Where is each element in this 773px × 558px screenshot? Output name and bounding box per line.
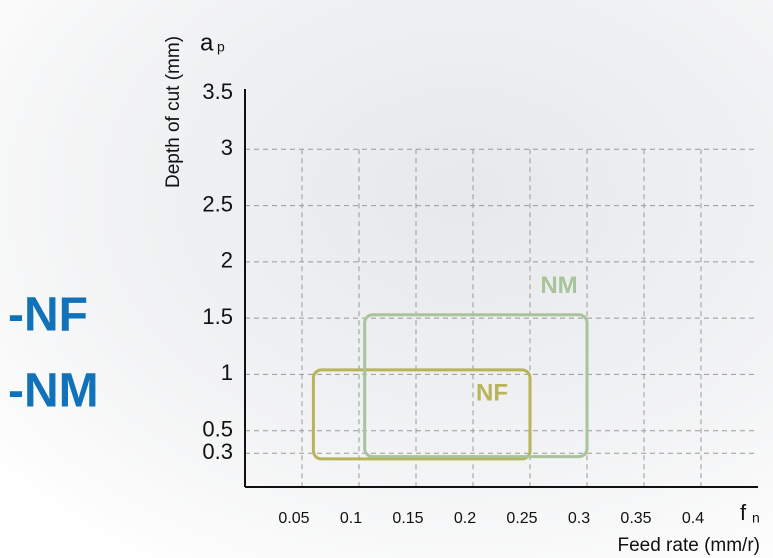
side-label: -NM (8, 365, 99, 418)
x-symbol-sub: n (752, 510, 760, 526)
y-tick-label: 0.3 (202, 439, 233, 464)
region (311, 368, 532, 461)
y-tick-label: 2.5 (202, 191, 233, 216)
x-tick-label: 0.05 (278, 510, 309, 527)
x-symbol: f (740, 500, 747, 525)
y-tick-label: 0.5 (202, 417, 233, 442)
y-tick-label: 3.5 (202, 79, 233, 104)
side-label: -NF (8, 289, 88, 342)
x-tick-label: 0.1 (340, 510, 362, 527)
y-tick-label: 2 (221, 248, 233, 273)
y-axis-label: Depth of cut (mm) (163, 36, 184, 188)
y-tick-label: 1.5 (202, 304, 233, 329)
x-tick-label: 0.35 (620, 510, 651, 527)
x-axis-label: Feed rate (mm/r) (617, 535, 760, 556)
x-tick-label: 0.25 (506, 510, 537, 527)
x-tick-label: 0.15 (392, 510, 423, 527)
x-tick-label: 0.4 (682, 510, 704, 527)
x-tick-label: 0.2 (454, 510, 476, 527)
y-tick-label: 3 (221, 135, 233, 160)
y-symbol-sub: p (217, 39, 225, 55)
region-label: NF (476, 379, 508, 406)
region-label: NM (540, 272, 577, 299)
y-tick-label: 1 (221, 360, 233, 385)
y-symbol: a (200, 29, 214, 56)
region (363, 313, 589, 459)
x-tick-label: 0.3 (568, 510, 590, 527)
